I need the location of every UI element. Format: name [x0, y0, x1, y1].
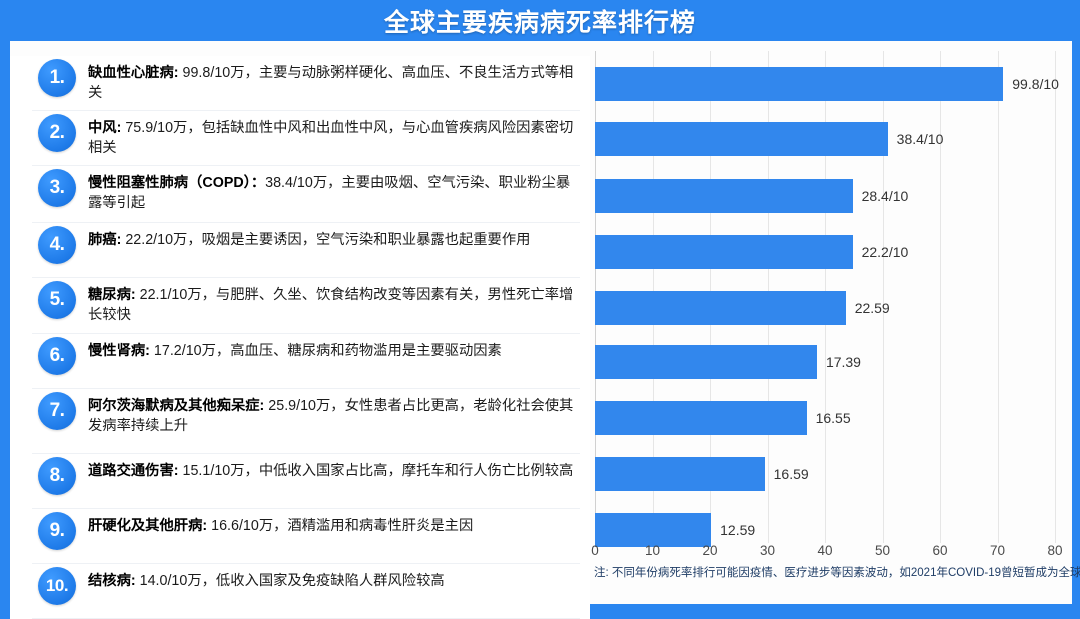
disease-name: 肝硬化及其他肝病:: [88, 518, 208, 534]
list-item[interactable]: 4. 肺癌: 22.2/10万，吸烟是主要诱因，空气污染和职业暴露也起重要作用: [10, 223, 590, 278]
bar-row[interactable]: 12.59: [595, 513, 755, 547]
list-item-text: 糖尿病: 22.1/10万，与肥胖、久坐、饮食结构改变等因素有关，男性死亡率增长…: [88, 278, 582, 325]
bar-value-label: 12.59: [720, 522, 756, 538]
gridline: [940, 51, 941, 543]
x-axis-tick-label: 80: [1047, 543, 1063, 558]
list-item-text: 中风: 75.9/10万，包括缺血性中风和出血性中风，与心血管疾病风险因素密切相…: [88, 111, 582, 158]
bar[interactable]: [595, 235, 853, 269]
bar-row[interactable]: 17.39: [595, 345, 861, 379]
list-item[interactable]: 7. 阿尔茨海默病及其他痴呆症: 25.9/10万，女性患者占比更高，老龄化社会使…: [10, 389, 590, 454]
slide-header: 全球主要疾病病死率排行榜: [0, 0, 1080, 41]
bar[interactable]: [595, 291, 846, 325]
bar-row[interactable]: 16.55: [595, 401, 851, 435]
bar-chart: 99.8/10 38.4/10 28.4/10 22.2/10 22.59 17.39 16…: [590, 41, 1080, 601]
list-item-text: 肝硬化及其他肝病: 16.6/10万，酒精滥用和病毒性肝炎是主因: [88, 509, 582, 536]
page-title: 全球主要疾病病死率排行榜: [383, 9, 696, 37]
list-item-text: 缺血性心脏病: 99.8/10万，主要与动脉粥样硬化、高血压、不良生活方式等相关: [88, 56, 582, 103]
list-item[interactable]: 6. 慢性肾病: 17.2/10万，高血压、糖尿病和药物滥用是主要驱动因素: [10, 334, 590, 389]
disease-detail: 75.9/10万，包括缺血性中风和出血性中风，与心血管疾病风险因素密切相关: [88, 120, 574, 156]
disease-list: 1. 缺血性心脏病: 99.8/10万，主要与动脉粥样硬化、高血压、不良生活方式等…: [10, 41, 590, 619]
bar[interactable]: [595, 122, 888, 156]
list-item-text: 道路交通伤害: 15.1/10万，中低收入国家占比高，摩托车和行人伤亡比例较高: [88, 454, 582, 481]
gridline: [882, 51, 884, 543]
bar-value-label: 22.2/10: [861, 244, 909, 260]
rank-badge: 8.: [38, 457, 76, 495]
disease-name: 慢性肾病:: [88, 343, 150, 359]
x-axis-tick-label: 30: [759, 543, 776, 558]
disease-name: 缺血性心脏病:: [88, 65, 179, 81]
rank-badge: 3.: [38, 169, 76, 207]
list-item[interactable]: 1. 缺血性心脏病: 99.8/10万，主要与动脉粥样硬化、高血压、不良生活方式等…: [10, 56, 590, 111]
bar-value-label: 17.39: [825, 354, 861, 370]
list-item-text: 阿尔茨海默病及其他痴呆症: 25.9/10万，女性患者占比更高，老龄化社会使其发…: [88, 389, 582, 436]
disease-detail: 17.2/10万，高血压、糖尿病和药物滥用是主要驱动因素: [149, 343, 502, 359]
disease-detail: 99.8/10万，主要与动脉粥样硬化、高血压、不良生活方式等相关: [88, 65, 574, 101]
x-axis-tick-label: 40: [817, 543, 833, 558]
bar-value-label: 28.4/10: [861, 188, 909, 204]
list-item[interactable]: 3. 慢性阻塞性肺病（COPD）：38.4/10万，主要由吸烟、空气污染、职业粉尘…: [10, 166, 590, 223]
rank-badge: 4.: [38, 226, 76, 264]
list-item-text: 慢性阻塞性肺病（COPD）：38.4/10万，主要由吸烟、空气污染、职业粉尘暴露…: [88, 166, 582, 213]
disease-detail: 15.1/10万，中低收入国家占比高，摩托车和行人伤亡比例较高: [178, 463, 574, 479]
rank-badge: 6.: [38, 337, 76, 375]
chart-plot-area: 99.8/10 38.4/10 28.4/10 22.2/10 22.59 17.39 16…: [595, 51, 1059, 547]
list-item[interactable]: 10. 结核病: 14.0/10万，低收入国家及免疫缺陷人群风险较高: [10, 564, 590, 619]
disease-detail: 22.2/10万，吸烟是主要诱因，空气污染和职业暴露也起重要作用: [121, 232, 531, 248]
list-item[interactable]: 8. 道路交通伤害: 15.1/10万，中低收入国家占比高，摩托车和行人伤亡比例较…: [10, 454, 590, 509]
disease-name: 糖尿病:: [88, 287, 136, 303]
x-axis-tick-label: 10: [644, 543, 661, 558]
x-axis-tick-label: 0: [591, 543, 599, 558]
list-item[interactable]: 9. 肝硬化及其他肝病: 16.6/10万，酒精滥用和病毒性肝炎是主因: [10, 509, 590, 564]
list-item-text: 肺癌: 22.2/10万，吸烟是主要诱因，空气污染和职业暴露也起重要作用: [88, 223, 582, 250]
rank-badge: 10.: [38, 567, 76, 605]
x-axis: 0 10 20 30 40 50 60 70 80: [591, 543, 1062, 565]
bar[interactable]: [595, 513, 712, 547]
gridline: [997, 51, 999, 543]
rank-badge: 5.: [38, 281, 76, 319]
bar-row[interactable]: 38.4/10: [595, 122, 943, 156]
gridline: [1055, 51, 1056, 543]
bar-row[interactable]: 22.59: [595, 291, 890, 325]
disease-detail: 14.0/10万，低收入国家及免疫缺陷人群风险较高: [135, 573, 445, 589]
bar-row[interactable]: 16.59: [595, 457, 809, 491]
disease-detail: 22.1/10万，与肥胖、久坐、饮食结构改变等因素有关，男性死亡率增长较快: [88, 287, 574, 323]
x-axis-tick-label: 20: [702, 543, 718, 558]
bar-value-label: 16.59: [773, 466, 809, 482]
chart-footnote: 注: 不同年份病死率排行可能因疫情、医疗进步等因素波动，如2021年COVID-…: [594, 567, 1080, 579]
content-panel: 1. 缺血性心脏病: 99.8/10万，主要与动脉粥样硬化、高血压、不良生活方式等…: [5, 41, 1080, 619]
x-axis-tick-label: 50: [874, 543, 891, 558]
bar-value-label: 38.4/10: [896, 131, 944, 147]
disease-detail: 38.4/10万，主要由吸烟、空气污染、职业粉尘暴露等引起: [88, 175, 571, 211]
bar-row[interactable]: 28.4/10: [595, 179, 908, 213]
disease-name: 肺癌:: [88, 232, 122, 248]
x-axis-tick-label: 70: [989, 543, 1006, 558]
bar-row[interactable]: 99.8/10: [595, 67, 1059, 101]
disease-name: 结核病:: [88, 573, 136, 589]
disease-name: 阿尔茨海默病及其他痴呆症:: [88, 398, 265, 414]
rank-badge: 2.: [38, 114, 76, 152]
list-item-text: 慢性肾病: 17.2/10万，高血压、糖尿病和药物滥用是主要驱动因素: [88, 334, 582, 361]
disease-name: 慢性阻塞性肺病（COPD）：: [88, 175, 266, 191]
bar-value-label: 99.8/10: [1012, 76, 1059, 92]
bar[interactable]: [595, 401, 807, 435]
disease-name: 道路交通伤害:: [88, 463, 179, 479]
bar-row[interactable]: 22.2/10: [595, 235, 908, 269]
rank-badge: 7.: [38, 392, 76, 430]
bar-value-label: 22.59: [854, 300, 890, 316]
rank-badge: 9.: [38, 512, 76, 550]
x-axis-tick-label: 60: [932, 543, 948, 558]
bar[interactable]: [595, 345, 817, 379]
disease-detail: 16.6/10万，酒精滥用和病毒性肝炎是主因: [207, 518, 474, 534]
bar[interactable]: [595, 179, 853, 213]
bar-value-label: 16.55: [815, 410, 851, 426]
disease-detail: 25.9/10万，女性患者占比更高，老龄化社会使其发病率持续上升: [88, 398, 574, 434]
list-item[interactable]: 2. 中风: 75.9/10万，包括缺血性中风和出血性中风，与心血管疾病风险因素密…: [10, 111, 590, 166]
bar[interactable]: [595, 457, 765, 491]
rank-badge: 1.: [38, 59, 76, 97]
list-item-text: 结核病: 14.0/10万，低收入国家及免疫缺陷人群风险较高: [88, 564, 582, 591]
list-item[interactable]: 5. 糖尿病: 22.1/10万，与肥胖、久坐、饮食结构改变等因素有关，男性死亡率…: [10, 278, 590, 334]
disease-name: 中风:: [88, 120, 122, 136]
bar[interactable]: [595, 67, 1004, 101]
